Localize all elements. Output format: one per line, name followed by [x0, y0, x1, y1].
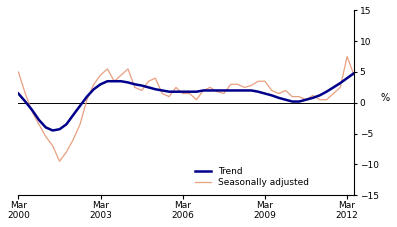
Legend: Trend, Seasonally adjusted: Trend, Seasonally adjusted: [195, 167, 309, 187]
Line: Seasonally adjusted: Seasonally adjusted: [18, 35, 397, 161]
Y-axis label: %: %: [381, 93, 390, 103]
Line: Trend: Trend: [18, 72, 397, 131]
